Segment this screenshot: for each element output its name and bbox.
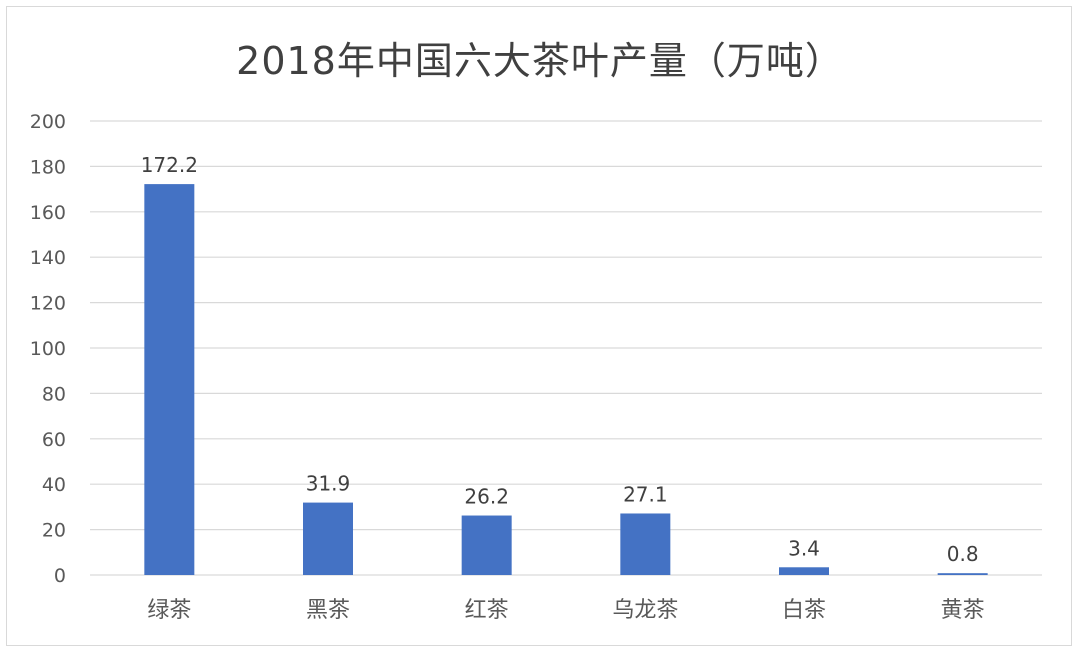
bars	[144, 184, 988, 575]
data-label: 172.2	[141, 153, 198, 177]
bar	[937, 573, 988, 575]
x-category-label: 红茶	[465, 598, 509, 623]
data-label: 31.9	[306, 472, 351, 496]
x-category-label: 乌龙茶	[612, 598, 678, 623]
gridlines	[90, 120, 1042, 576]
x-category-label: 黑茶	[306, 598, 350, 623]
bar	[779, 567, 829, 575]
data-labels: 172.2 31.9 26.2 27.1 3.4 0.8	[141, 153, 979, 566]
chart-title: 2018年中国六大茶叶产量（万吨）	[236, 39, 844, 83]
bar	[144, 184, 195, 575]
y-tick-label: 160	[30, 202, 66, 224]
data-label: 27.1	[623, 482, 668, 506]
bar	[461, 515, 512, 575]
x-category-label: 绿茶	[147, 598, 191, 623]
bar	[303, 502, 353, 575]
y-tick-label: 200	[30, 111, 66, 133]
bar	[620, 513, 671, 575]
y-tick-label: 80	[42, 383, 66, 405]
x-axis-categories: 绿茶 黑茶 红茶 乌龙茶 白茶 黄茶	[147, 598, 984, 623]
y-tick-label: 180	[30, 156, 66, 178]
y-tick-label: 140	[30, 247, 66, 269]
y-tick-label: 20	[42, 520, 66, 542]
y-tick-label: 120	[30, 293, 66, 315]
data-label: 3.4	[788, 536, 820, 560]
y-tick-label: 0	[54, 565, 66, 587]
y-tick-label: 60	[42, 429, 66, 451]
y-tick-label: 100	[30, 338, 66, 360]
data-label: 26.2	[464, 485, 509, 509]
y-axis-ticks: 0 20 40 60 80 100 120 140 160 180 200	[30, 111, 66, 587]
x-category-label: 黄茶	[941, 598, 985, 623]
y-tick-label: 40	[42, 474, 66, 496]
data-label: 0.8	[947, 542, 979, 566]
x-category-label: 白茶	[782, 598, 826, 623]
